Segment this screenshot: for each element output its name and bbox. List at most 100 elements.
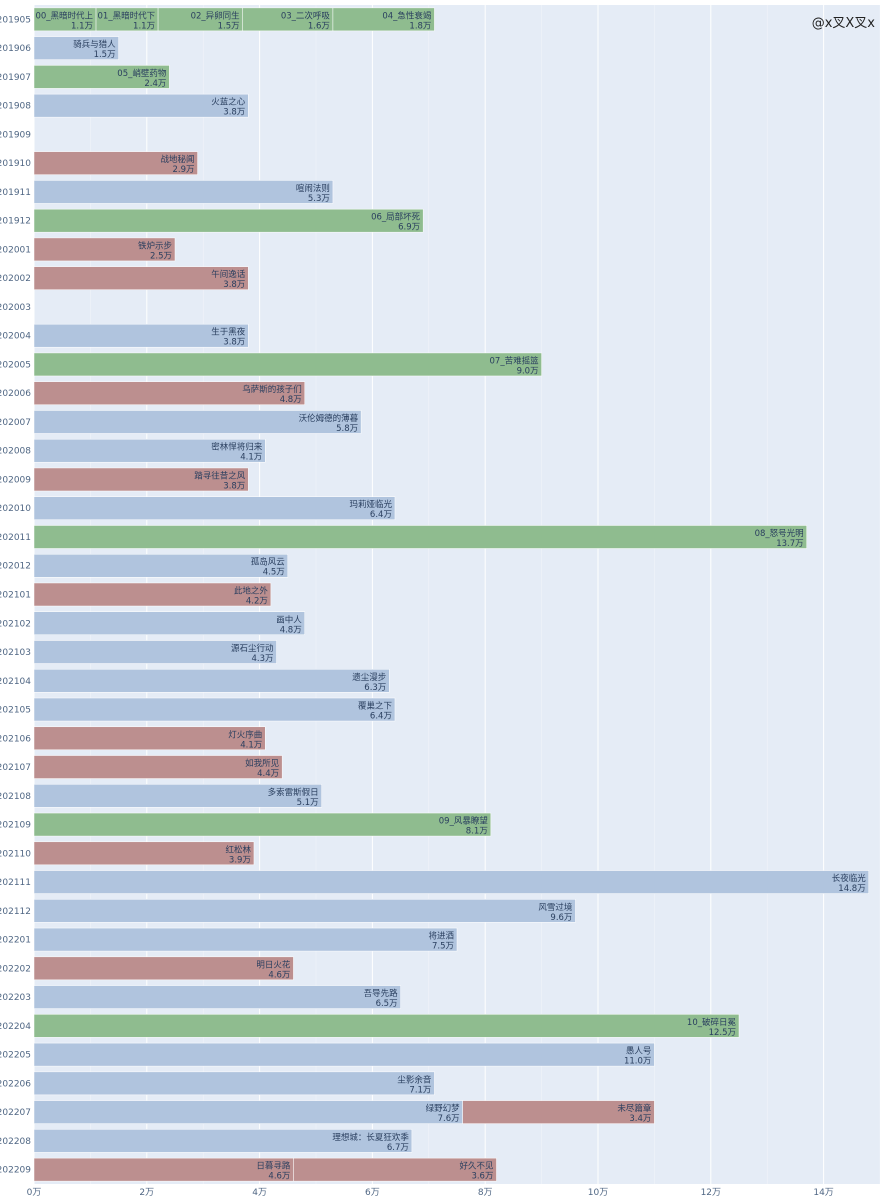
bar-name-label: 孤岛风云	[251, 557, 286, 568]
y-tick-label: 202004	[0, 332, 31, 342]
bar-value-label: 6.3万	[364, 683, 386, 693]
bar-value-label: 1.1万	[133, 21, 155, 31]
y-tick-label: 202006	[0, 389, 31, 399]
bar-value-label: 3.8万	[223, 108, 245, 118]
bar-value-label: 2.4万	[144, 79, 166, 89]
x-tick-label: 12万	[701, 1188, 721, 1198]
y-tick-label: 201907	[0, 73, 31, 83]
x-tick-label: 0万	[27, 1188, 42, 1198]
y-tick-label: 201912	[0, 217, 31, 227]
y-tick-label: 202101	[0, 591, 31, 601]
bar	[33, 611, 305, 636]
bar	[33, 467, 249, 492]
bar-name-label: 理想城：长夏狂欢季	[332, 1132, 409, 1143]
bar-value-label: 5.3万	[308, 194, 330, 204]
bar	[33, 438, 266, 463]
bar	[33, 812, 492, 837]
y-tick-label: 202103	[0, 648, 31, 658]
bar-value-label: 1.5万	[218, 21, 240, 31]
bar	[33, 93, 249, 118]
bar-name-label: 吾导先路	[364, 988, 399, 999]
bar-name-label: 10_破碎日冕	[687, 1017, 737, 1028]
y-tick-label: 202003	[0, 303, 31, 313]
bar-value-label: 4.4万	[257, 769, 279, 779]
bar-name-label: 尘影余音	[397, 1074, 432, 1085]
y-tick-label: 201908	[0, 102, 31, 112]
bar-name-label: 未尽篇章	[617, 1103, 652, 1114]
bar	[293, 1157, 497, 1182]
x-tick-label: 2万	[139, 1188, 154, 1198]
y-tick-label: 202102	[0, 619, 31, 629]
bar-value-label: 6.4万	[370, 510, 392, 520]
y-tick-label: 202107	[0, 763, 31, 773]
bar-name-label: 战地秘闻	[161, 154, 195, 165]
bar-value-label: 6.5万	[376, 999, 398, 1009]
y-tick-label: 202108	[0, 792, 31, 802]
y-tick-label: 201909	[0, 130, 31, 140]
bar-name-label: 09_风暴瞭望	[439, 816, 489, 827]
bar-value-label: 3.4万	[629, 1114, 651, 1124]
bar	[33, 553, 289, 578]
bar	[33, 208, 424, 233]
y-tick-label: 202001	[0, 245, 31, 255]
y-tick-label: 202208	[0, 1137, 31, 1147]
bar-value-label: 6.4万	[370, 712, 392, 722]
bar	[33, 1042, 655, 1067]
bar-value-label: 14.8万	[838, 884, 865, 894]
bar-value-label: 4.2万	[246, 597, 268, 607]
bar-value-label: 2.9万	[173, 165, 195, 175]
bar-name-label: 日暮寻路	[256, 1161, 291, 1172]
bar	[33, 1157, 294, 1182]
bar	[33, 36, 119, 60]
bar	[33, 870, 869, 894]
y-tick-label: 202203	[0, 993, 31, 1003]
bar	[33, 956, 294, 981]
bar-value-label: 4.1万	[240, 453, 262, 463]
y-tick-label: 201905	[0, 15, 31, 25]
bar-value-label: 3.6万	[471, 1172, 493, 1182]
bar-name-label: 将进酒	[428, 931, 454, 942]
bar	[33, 582, 272, 607]
bar-value-label: 9.6万	[550, 913, 572, 923]
bar	[33, 985, 401, 1009]
bar	[33, 1014, 740, 1038]
bar-name-label: 覆巢之下	[358, 701, 393, 712]
bar-value-label: 3.8万	[223, 481, 245, 491]
y-tick-label: 202202	[0, 964, 31, 974]
bar-value-label: 4.3万	[251, 654, 273, 664]
bar-name-label: 密林悍将归来	[211, 442, 263, 453]
bar-value-label: 4.1万	[240, 740, 262, 750]
y-tick-label: 202111	[0, 878, 31, 888]
bar-value-label: 7.5万	[432, 942, 454, 952]
bar	[33, 784, 322, 808]
y-tick-label: 202206	[0, 1079, 31, 1089]
bar-name-label: 07_苦难摇篮	[490, 355, 540, 366]
bar-value-label: 3.8万	[223, 280, 245, 290]
bar-name-label: 骑兵与猎人	[73, 39, 116, 50]
bar-name-label: 画中人	[276, 614, 302, 625]
y-tick-label: 202201	[0, 936, 31, 946]
bar-name-label: 风雪过境	[538, 902, 573, 913]
bar-name-label: 02_异卵同生	[191, 10, 241, 21]
y-tick-label: 202002	[0, 274, 31, 284]
bar-value-label: 1.6万	[308, 21, 330, 31]
x-tick-label: 6万	[365, 1188, 380, 1198]
bar	[33, 841, 255, 866]
y-tick-label: 201911	[0, 188, 31, 198]
bar-name-label: 多索雷斯假日	[268, 787, 319, 798]
bar-value-label: 1.5万	[94, 50, 116, 60]
bar-value-label: 4.8万	[280, 625, 302, 635]
bar-name-label: 铁炉示步	[138, 240, 172, 251]
bar	[33, 525, 807, 549]
y-tick-label: 202105	[0, 706, 31, 716]
bar	[33, 323, 249, 348]
bar-value-label: 4.8万	[280, 395, 302, 405]
bar-name-label: 好久不见	[459, 1161, 494, 1172]
bar	[332, 7, 435, 32]
bar	[33, 180, 334, 204]
bar-name-label: 生于黑夜	[211, 327, 246, 338]
bar	[33, 1100, 463, 1124]
bar-value-label: 2.5万	[150, 251, 172, 261]
